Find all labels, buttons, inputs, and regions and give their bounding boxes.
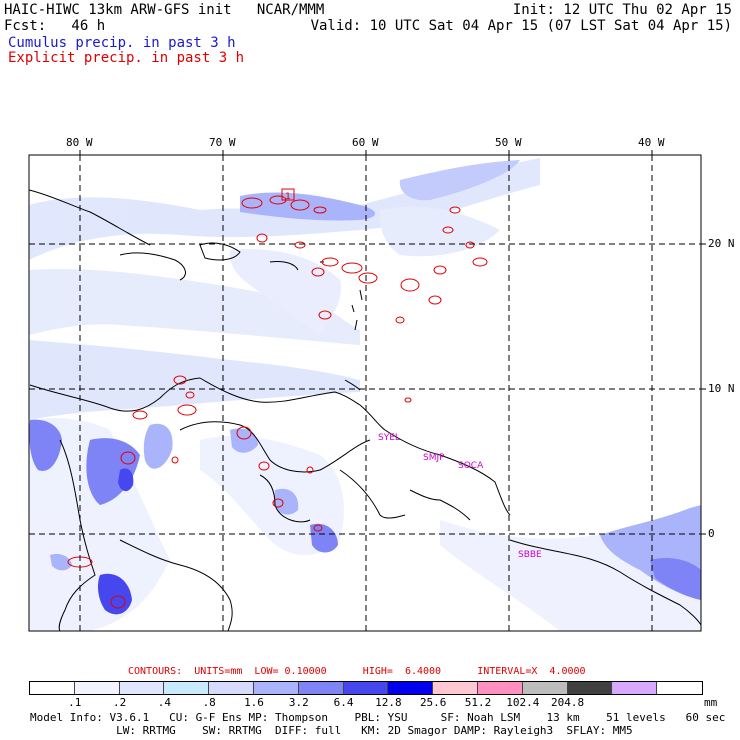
color-bar-tick-label: 25.6 xyxy=(419,696,447,709)
valid-time: Valid: 10 UTC Sat 04 Apr 15 (07 LST Sat … xyxy=(310,18,732,34)
forecast-hour: Fcst: 46 h xyxy=(4,18,106,34)
lon-label-60w: 60 W xyxy=(352,136,379,149)
lon-label-50w: 50 W xyxy=(495,136,522,149)
cumulus-precip-shading xyxy=(29,158,701,631)
color-bar-tick-label: 12.8 xyxy=(375,696,402,709)
color-bar xyxy=(29,681,703,695)
chart-title: HAIC-HIWC 13km ARW-GFS init NCAR/MMM xyxy=(4,2,325,18)
color-bar-segment xyxy=(343,682,389,694)
station-box-1 xyxy=(281,188,295,201)
map-ticks xyxy=(79,150,706,535)
color-bar-segment xyxy=(522,682,568,694)
color-bar-tick-label: 204.8 xyxy=(551,696,585,709)
explicit-precip-contours xyxy=(67,195,488,609)
color-bar-segment xyxy=(388,682,434,694)
station-label-sbbe: SBBE xyxy=(518,550,542,560)
lat-label-20n: 20 N xyxy=(708,237,735,250)
cumulus-precip-label: Cumulus precip. in past 3 h xyxy=(8,35,236,51)
station-label-syel: SYEL xyxy=(378,433,400,443)
explicit-precip-label: Explicit precip. in past 3 h xyxy=(8,50,245,66)
color-bar-segment xyxy=(30,682,75,694)
station-label-soca: SOCA xyxy=(458,461,484,471)
map-border xyxy=(28,154,702,632)
color-bar-segment xyxy=(209,682,254,694)
color-bar-segment xyxy=(612,682,658,694)
lat-label-10n: 10 N xyxy=(708,382,735,395)
color-bar-segment xyxy=(253,682,299,694)
station-label-1: 1 xyxy=(285,192,291,202)
coastlines xyxy=(28,189,702,632)
color-bar-tick-label: .4 xyxy=(157,696,172,709)
color-bar-segment xyxy=(164,682,210,694)
color-bar-segment xyxy=(74,682,120,694)
color-bar-tick-label: 51.2 xyxy=(464,696,492,709)
model-info-line1: Model Info: V3.6.1 CU: G-F Ens MP: Thomp… xyxy=(30,711,726,724)
contour-info: CONTOURS: UNITS=mm LOW= 0.10000 HIGH= 6.… xyxy=(128,666,586,677)
color-bar-tick-label: 3.2 xyxy=(288,696,309,709)
color-bar-segment xyxy=(119,682,165,694)
lon-label-80w: 80 W xyxy=(66,136,93,149)
color-bar-tick-label: 102.4 xyxy=(506,696,540,709)
color-bar-unit: mm xyxy=(704,696,718,709)
color-bar-segment xyxy=(477,682,523,694)
model-info-line2: LW: RRTMG SW: RRTMG DIFF: full KM: 2D Sm… xyxy=(30,724,633,737)
lat-label-0: 0 xyxy=(708,527,715,540)
color-bar-segment xyxy=(433,682,478,694)
lon-label-70w: 70 W xyxy=(209,136,236,149)
color-bar-segment xyxy=(657,682,702,694)
init-time: Init: 12 UTC Thu 02 Apr 15 xyxy=(512,2,732,18)
lat-lon-grid xyxy=(29,155,701,631)
color-bar-tick-label: .1 xyxy=(68,696,82,709)
color-bar-tick-label: 1.6 xyxy=(244,696,264,709)
station-label-smjp: SMJP xyxy=(423,453,445,463)
color-bar-tick-label: .8 xyxy=(202,696,216,709)
lon-label-40w: 40 W xyxy=(638,136,665,149)
color-bar-tick-label: .2 xyxy=(112,696,127,709)
color-bar-segment xyxy=(567,682,613,694)
color-bar-tick-label: 6.4 xyxy=(333,696,354,709)
color-bar-segment xyxy=(298,682,344,694)
